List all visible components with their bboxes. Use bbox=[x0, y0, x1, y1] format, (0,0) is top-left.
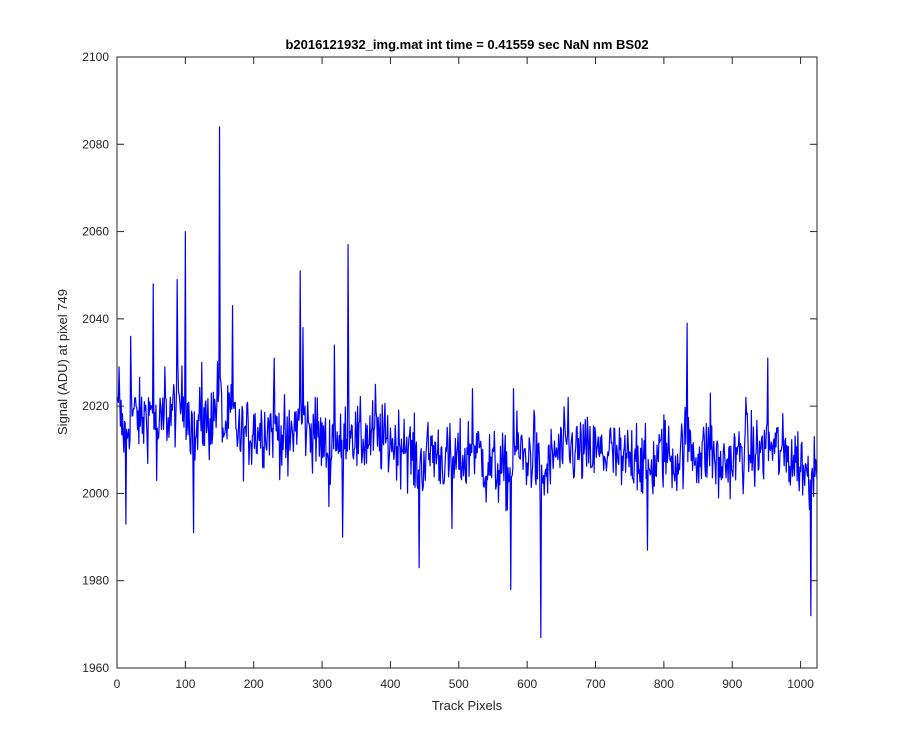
x-tick-label: 500 bbox=[449, 677, 469, 691]
y-tick-label: 2100 bbox=[82, 50, 109, 64]
x-tick-label: 700 bbox=[586, 677, 606, 691]
x-tick-label: 200 bbox=[244, 677, 264, 691]
x-tick-label: 900 bbox=[722, 677, 742, 691]
y-tick-label: 1980 bbox=[82, 574, 109, 588]
chart-title: b2016121932_img.mat int time = 0.41559 s… bbox=[285, 37, 648, 52]
y-tick-label: 2060 bbox=[82, 225, 109, 239]
y-tick-label: 2000 bbox=[82, 486, 109, 500]
x-tick-label: 400 bbox=[380, 677, 400, 691]
y-tick-label: 2040 bbox=[82, 312, 109, 326]
x-axis-label: Track Pixels bbox=[432, 698, 503, 713]
x-tick-label: 1000 bbox=[787, 677, 814, 691]
plot-area bbox=[117, 57, 817, 668]
y-tick-label: 2080 bbox=[82, 137, 109, 151]
axes-box bbox=[116, 56, 818, 669]
x-tick-label: 0 bbox=[114, 677, 121, 691]
x-tick-label: 300 bbox=[312, 677, 332, 691]
series-layer bbox=[117, 126, 818, 639]
ticks-layer: 0 100 200 300 400 500 600 700 800 900 1000 1960 1980… bbox=[82, 50, 817, 691]
x-tick-label: 800 bbox=[654, 677, 674, 691]
y-axis-label: Signal (ADU) at pixel 749 bbox=[55, 289, 70, 435]
y-tick-label: 2020 bbox=[82, 399, 109, 413]
y-tick-label: 1960 bbox=[82, 661, 109, 675]
x-tick-label: 600 bbox=[517, 677, 537, 691]
signal-series-line bbox=[117, 126, 818, 639]
x-tick-label: 100 bbox=[175, 677, 195, 691]
